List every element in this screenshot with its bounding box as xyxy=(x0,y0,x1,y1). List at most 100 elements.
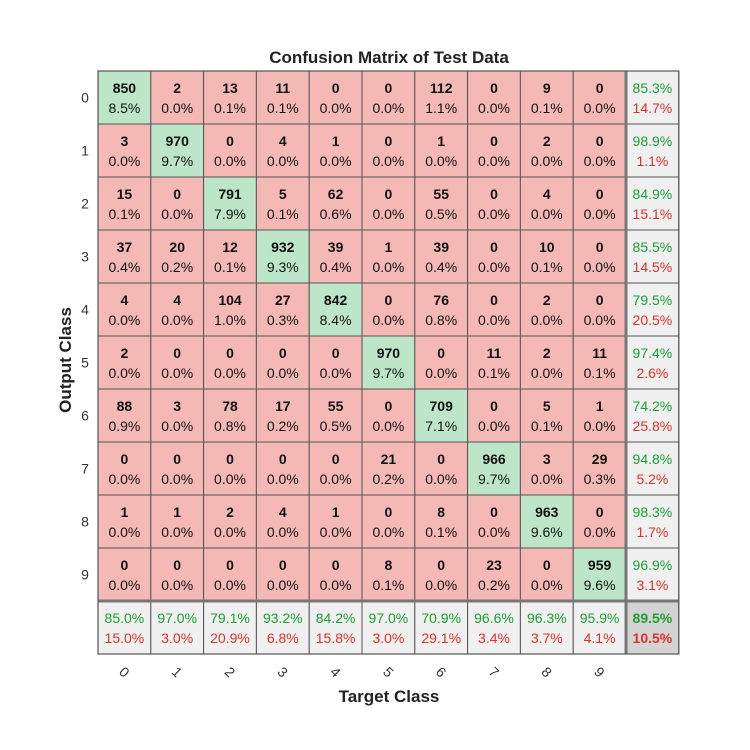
cell-percent: 0.1% xyxy=(267,100,299,116)
x-tick-label: 8 xyxy=(538,664,555,681)
row-summary-cell xyxy=(625,441,680,496)
matrix-cell xyxy=(97,335,152,390)
cell-percent: 0.0% xyxy=(108,524,140,540)
cell-count: 850 xyxy=(113,80,137,96)
cell-count: 2 xyxy=(543,292,551,308)
matrix-cell xyxy=(255,547,310,602)
cell-percent: 0.0% xyxy=(531,365,563,381)
col-summary-correct: 97.0% xyxy=(157,610,197,626)
matrix-cell xyxy=(572,123,627,178)
col-summary-correct: 96.6% xyxy=(474,610,514,626)
x-axis-label: Target Class xyxy=(339,687,440,706)
cell-percent: 0.0% xyxy=(372,312,404,328)
row-summary-wrong: 2.6% xyxy=(636,365,668,381)
matrix-cell xyxy=(414,494,469,549)
cell-count: 0 xyxy=(385,133,393,149)
x-tick-label: 4 xyxy=(327,664,344,681)
cell-count: 4 xyxy=(173,292,181,308)
cell-count: 13 xyxy=(222,80,238,96)
matrix-cell xyxy=(255,123,310,178)
col-summary-cell xyxy=(467,600,521,655)
matrix-cell xyxy=(467,547,521,602)
matrix-cell xyxy=(203,70,257,125)
matrix-cell xyxy=(255,388,310,443)
matrix-cell xyxy=(414,441,469,496)
cell-count: 27 xyxy=(275,292,291,308)
cell-count: 0 xyxy=(226,345,234,361)
cell-percent: 0.0% xyxy=(214,471,246,487)
cell-count: 0 xyxy=(490,504,498,520)
cell-percent: 0.0% xyxy=(478,153,510,169)
matrix-cell xyxy=(572,494,627,549)
matrix-cell xyxy=(97,282,152,337)
col-summary-cell xyxy=(414,600,469,655)
cell-percent: 0.0% xyxy=(320,100,352,116)
matrix-cell xyxy=(308,494,363,549)
matrix-cell xyxy=(255,335,310,390)
cell-percent: 0.4% xyxy=(108,259,140,275)
cell-count: 20 xyxy=(169,239,185,255)
matrix-cell xyxy=(467,388,521,443)
matrix-cell xyxy=(414,547,469,602)
matrix-cell xyxy=(308,282,363,337)
y-tick-label: 1 xyxy=(81,143,89,159)
matrix-cell xyxy=(572,335,627,390)
cell-count: 0 xyxy=(226,557,234,573)
cell-percent: 0.1% xyxy=(478,365,510,381)
cell-count: 0 xyxy=(543,557,551,573)
cell-percent: 0.0% xyxy=(478,100,510,116)
cell-count: 1 xyxy=(385,239,393,255)
col-summary-wrong: 3.0% xyxy=(372,630,404,646)
cell-percent: 0.1% xyxy=(531,259,563,275)
matrix-cell xyxy=(519,176,574,231)
matrix-cell xyxy=(203,229,257,284)
cell-count: 55 xyxy=(433,186,449,202)
overall-wrong: 10.5% xyxy=(633,630,673,646)
row-summary-cell xyxy=(625,176,680,231)
cell-percent: 9.6% xyxy=(584,577,616,593)
row-summary-cell xyxy=(625,123,680,178)
matrix-cell xyxy=(519,335,574,390)
cell-percent: 0.0% xyxy=(108,577,140,593)
cell-percent: 0.0% xyxy=(372,206,404,222)
matrix-cell xyxy=(361,123,416,178)
cell-count: 0 xyxy=(385,186,393,202)
cell-percent: 0.1% xyxy=(214,100,246,116)
cell-percent: 8.4% xyxy=(320,312,352,328)
x-tick-label: 6 xyxy=(433,664,450,681)
matrix-cell xyxy=(519,282,574,337)
cell-count: 12 xyxy=(222,239,238,255)
matrix-cell xyxy=(203,388,257,443)
row-summary-wrong: 14.5% xyxy=(633,259,673,275)
x-tick-label: 2 xyxy=(222,664,239,681)
matrix-cell xyxy=(97,176,152,231)
chart-title: Confusion Matrix of Test Data xyxy=(269,48,509,67)
matrix-cell xyxy=(361,547,416,602)
row-summary-correct: 96.9% xyxy=(633,557,673,573)
cell-count: 0 xyxy=(332,345,340,361)
cell-count: 2 xyxy=(543,345,551,361)
matrix-cell xyxy=(519,388,574,443)
cell-percent: 0.0% xyxy=(267,365,299,381)
cell-count: 0 xyxy=(385,80,393,96)
col-summary-correct: 97.0% xyxy=(369,610,409,626)
row-summary-wrong: 14.7% xyxy=(633,100,673,116)
cell-percent: 0.0% xyxy=(267,153,299,169)
matrix-cell xyxy=(519,70,574,125)
matrix-cell xyxy=(361,335,416,390)
cell-count: 0 xyxy=(332,451,340,467)
cell-count: 791 xyxy=(218,186,242,202)
cell-percent: 0.0% xyxy=(584,206,616,222)
matrix-cell xyxy=(150,547,205,602)
cell-count: 0 xyxy=(490,80,498,96)
cell-percent: 9.7% xyxy=(161,153,193,169)
col-summary-cell xyxy=(308,600,363,655)
cell-percent: 0.0% xyxy=(161,471,193,487)
cell-count: 0 xyxy=(121,557,129,573)
cell-percent: 9.3% xyxy=(267,259,299,275)
col-summary-wrong: 3.4% xyxy=(478,630,510,646)
cell-count: 5 xyxy=(543,398,551,414)
cell-count: 1 xyxy=(332,133,340,149)
row-summary-wrong: 25.8% xyxy=(633,418,673,434)
cell-count: 76 xyxy=(433,292,449,308)
